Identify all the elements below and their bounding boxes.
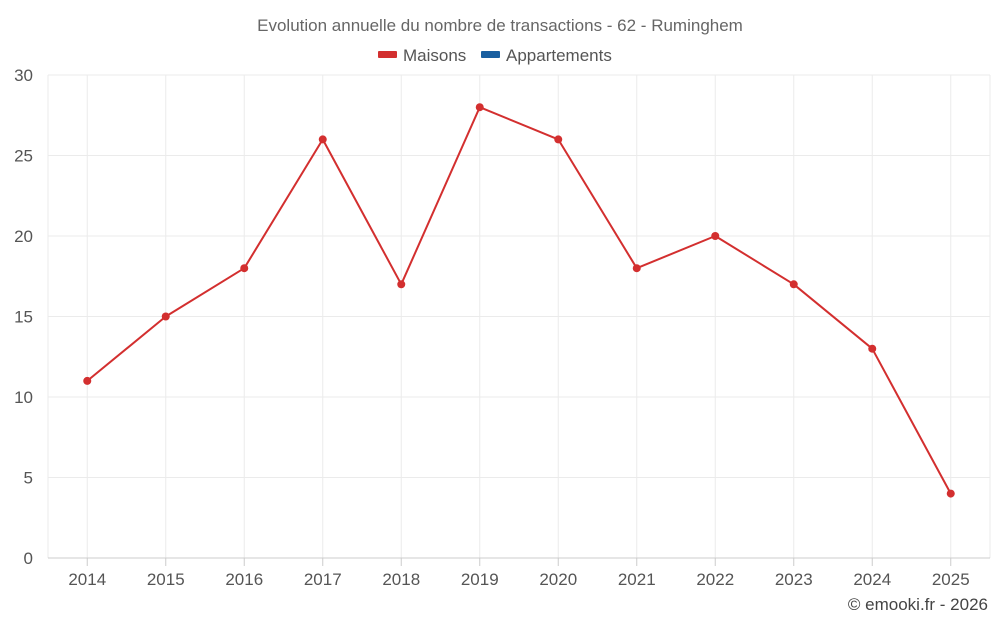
x-tick-label: 2024 <box>853 570 891 589</box>
y-tick-label: 30 <box>14 66 33 85</box>
legend-label-maisons: Maisons <box>403 46 466 65</box>
x-tick-label: 2017 <box>304 570 342 589</box>
x-tick-label: 2022 <box>696 570 734 589</box>
data-point[interactable] <box>240 264 249 273</box>
data-point[interactable] <box>554 135 563 144</box>
legend-swatch-appartements <box>481 51 500 58</box>
x-tick-label: 2018 <box>382 570 420 589</box>
series-maisons <box>83 103 955 498</box>
data-point[interactable] <box>789 280 798 289</box>
y-tick-label: 15 <box>14 308 33 327</box>
data-point[interactable] <box>161 312 170 321</box>
x-tick-label: 2021 <box>618 570 656 589</box>
series-line-maisons <box>86 106 952 495</box>
x-tick-label: 2016 <box>225 570 263 589</box>
x-tick-label: 2020 <box>539 570 577 589</box>
data-point[interactable] <box>475 103 484 112</box>
data-point[interactable] <box>711 232 720 240</box>
credit-text: © emooki.fr - 2026 <box>848 595 988 614</box>
y-tick-label: 0 <box>24 549 33 568</box>
data-point[interactable] <box>632 264 641 273</box>
data-point[interactable] <box>868 344 877 353</box>
data-point[interactable] <box>397 280 406 289</box>
y-tick-label: 5 <box>24 469 33 488</box>
chart-title: Evolution annuelle du nombre de transact… <box>257 16 743 35</box>
legend: Maisons Appartements <box>378 46 612 65</box>
data-point[interactable] <box>83 376 92 385</box>
data-point[interactable] <box>318 135 327 144</box>
legend-label-appartements: Appartements <box>506 46 612 65</box>
gridlines <box>47 74 991 558</box>
x-tick-label: 2014 <box>68 570 106 589</box>
x-axis: 2014 2015 2016 2017 2018 2019 2020 2021 2022 2023… <box>48 557 990 589</box>
x-tick-label: 2023 <box>775 570 813 589</box>
y-tick-label: 25 <box>14 147 33 166</box>
data-point[interactable] <box>946 489 955 498</box>
x-tick-label: 2015 <box>147 570 185 589</box>
legend-item-maisons[interactable]: Maisons <box>378 46 466 65</box>
y-tick-label: 10 <box>14 388 33 407</box>
x-tick-label: 2025 <box>932 570 970 589</box>
y-tick-label: 20 <box>14 227 33 246</box>
y-axis: 0 5 10 15 20 25 30 <box>14 66 33 568</box>
legend-item-appartements[interactable]: Appartements <box>481 46 612 65</box>
legend-swatch-maisons <box>378 51 397 58</box>
x-tick-label: 2019 <box>461 570 499 589</box>
